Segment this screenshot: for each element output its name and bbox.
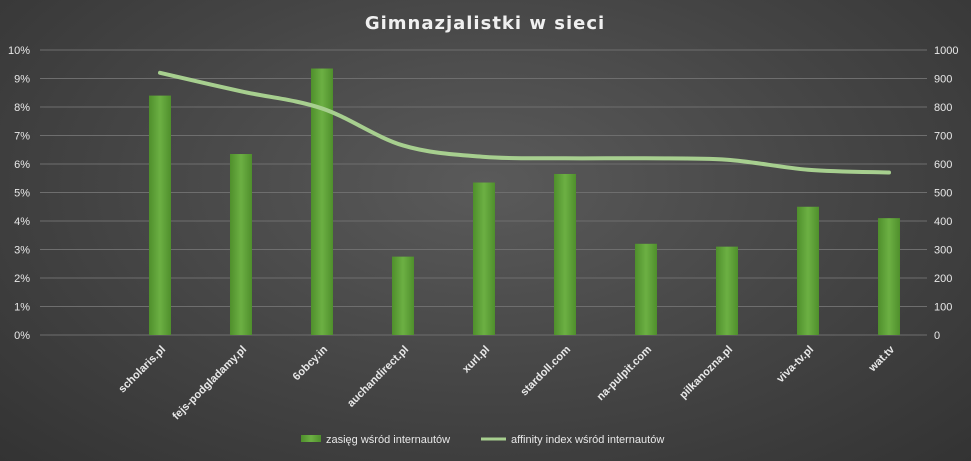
left-tick-label: 8% [14,102,30,114]
category-label: wat.tv [866,343,898,375]
bar-series [149,68,900,336]
line-point [644,156,648,160]
left-tick-label: 10% [8,45,30,57]
right-tick-label: 100 [934,302,952,314]
left-axis: 0% 1% 2% 3% 4% 5% 6% 7% 8% 9% 10% [8,45,30,342]
left-tick-label: 6% [14,159,30,171]
legend: zasięg wśród internautów affinity index … [301,434,664,446]
left-tick-label: 3% [14,245,30,257]
chart-title: Gimnazjalistki w sieci [365,13,605,34]
category-label: scholaris.pl [116,344,168,396]
category-label: auchandirect.pl [345,344,411,410]
bar [473,182,495,335]
category-label: stardoll.com [518,343,573,398]
bar [149,95,171,335]
right-axis: 0 100 200 300 400 500 600 700 800 900 1000 [934,45,958,342]
left-tick-label: 9% [14,74,30,86]
right-tick-label: 500 [934,188,952,200]
left-tick-label: 1% [14,302,30,314]
line-point [239,89,243,93]
right-tick-label: 200 [934,273,952,285]
right-tick-label: 300 [934,245,952,257]
category-label: na-pulpit.com [595,343,655,403]
left-tick-label: 5% [14,188,30,200]
right-tick-label: 600 [934,159,952,171]
legend-swatch-bar [301,435,321,442]
right-tick-label: 800 [934,102,952,114]
bar [311,68,333,336]
right-tick-label: 0 [934,330,940,342]
right-tick-label: 700 [934,131,952,143]
line-point [725,158,729,162]
line-point [401,143,405,147]
line-point [158,71,162,75]
category-label: viva-tv.pl [774,344,816,386]
line-series [158,70,891,175]
legend-label-line: affinity index wśród internautów [511,434,664,446]
category-axis: scholaris.pl fejs-podgladamy.pl 6obcy.in au… [116,343,897,422]
bar [878,218,900,335]
line-point [887,171,891,175]
bar [392,256,414,335]
category-label: fejs-podgladamy.pl [170,344,249,423]
left-tick-label: 7% [14,131,30,143]
bar [797,206,819,335]
affinity-line [158,70,891,175]
bar [716,246,738,335]
category-label: pilkanozna.pl [677,344,735,402]
line-point [806,168,810,172]
bar [635,243,657,335]
line-point [563,156,567,160]
left-tick-label: 0% [14,330,30,342]
line-point [482,155,486,159]
right-tick-label: 900 [934,74,952,86]
right-tick-label: 400 [934,216,952,228]
category-label: xurl.pl [460,344,492,376]
legend-label-bar: zasięg wśród internautów [326,434,450,446]
line-point [320,106,324,110]
left-tick-label: 4% [14,216,30,228]
bar [554,173,576,335]
left-tick-label: 2% [14,273,30,285]
bar [230,154,252,335]
category-label: 6obcy.in [291,343,331,383]
right-tick-label: 1000 [934,45,958,57]
